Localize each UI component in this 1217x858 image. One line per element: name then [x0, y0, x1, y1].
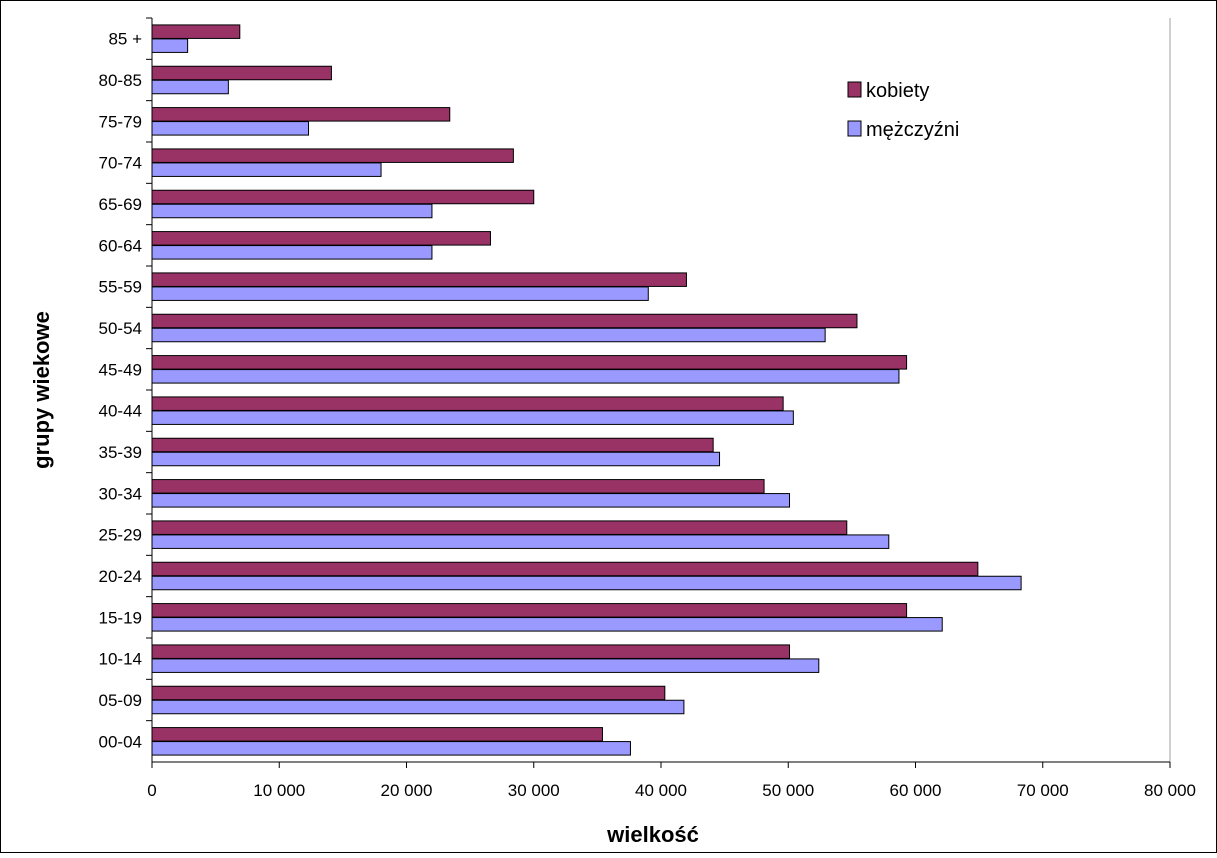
bar-kobiety-1014 [151, 644, 791, 659]
bar-kobiety-85 [151, 24, 241, 39]
bar-kobiety-6064 [151, 231, 491, 246]
y-tick-label: 85 + [108, 30, 142, 49]
y-tick-label: 35-39 [99, 443, 142, 462]
bar-kobiety-1519 [151, 603, 908, 618]
bar-mezczyzni-7579 [151, 121, 310, 136]
legend-label-kobiety: kobiety [866, 80, 929, 102]
bar-mezczyzni-0004 [151, 741, 631, 756]
x-axis-title: wielkość [606, 822, 699, 847]
y-tick-label: 45-49 [99, 360, 142, 379]
bar-mezczyzni-1519 [151, 617, 943, 632]
bar-mezczyzni-4044 [151, 410, 794, 425]
legend-swatch-mezczyzni [847, 120, 862, 137]
bar-kobiety-3034 [151, 479, 765, 494]
y-tick-label: 10-14 [99, 650, 142, 669]
bar-mezczyzni-5559 [151, 286, 649, 301]
bar-mezczyzni-6569 [151, 203, 433, 219]
bar-mezczyzni-6064 [151, 245, 433, 260]
y-tick-label: 70-74 [99, 154, 142, 173]
y-tick-label: 65-69 [99, 195, 142, 214]
bar-kobiety-7579 [151, 107, 451, 122]
bar-kobiety-7074 [151, 148, 514, 163]
y-tick-label: 30-34 [99, 484, 142, 503]
y-tick-label: 75-79 [99, 112, 142, 131]
y-tick-label: 00-04 [99, 732, 142, 751]
bar-kobiety-6569 [151, 189, 535, 205]
axes-group [146, 17, 1171, 768]
y-tick-label: 50-54 [99, 319, 142, 338]
bar-kobiety-5054 [151, 313, 858, 329]
x-tick-label: 70 000 [1017, 781, 1069, 800]
x-tick-label: 50 000 [762, 781, 814, 800]
bar-kobiety-0509 [151, 685, 666, 701]
y-tick-label: 80-85 [99, 71, 142, 90]
y-tick-label: 25-29 [99, 526, 142, 545]
bar-kobiety-2529 [151, 520, 848, 535]
bar-kobiety-4549 [151, 355, 908, 370]
x-tick-label: 80 000 [1144, 781, 1196, 800]
bar-mezczyzni-5054 [151, 327, 826, 343]
legend-swatch-kobiety [847, 81, 862, 98]
bar-mezczyzni-1014 [151, 658, 820, 673]
y-tick-label: 55-59 [99, 278, 142, 297]
x-tick-label: 0 [147, 781, 156, 800]
bar-mezczyzni-7074 [151, 162, 382, 177]
bar-kobiety-3539 [151, 437, 714, 453]
x-tick-label: 10 000 [253, 781, 305, 800]
bar-mezczyzni-85 [151, 38, 189, 53]
x-tick-label: 40 000 [635, 781, 687, 800]
y-tick-label: 20-24 [99, 567, 142, 586]
bar-mezczyzni-0509 [151, 699, 685, 715]
bar-kobiety-4044 [151, 396, 784, 411]
y-tick-label: 05-09 [99, 691, 142, 710]
bar-mezczyzni-3539 [151, 451, 721, 467]
bar-mezczyzni-2024 [151, 575, 1022, 591]
bars-group [151, 24, 1022, 756]
bar-kobiety-8085 [151, 65, 332, 81]
bar-mezczyzni-4549 [151, 369, 900, 384]
plot-area [152, 18, 1170, 762]
x-tick-label: 20 000 [381, 781, 433, 800]
y-tick-label: 40-44 [99, 402, 142, 421]
x-tick-label: 60 000 [890, 781, 942, 800]
y-axis-title: grupy wiekowe [29, 311, 54, 469]
bar-kobiety-5559 [151, 272, 687, 287]
y-tick-label: 60-64 [99, 236, 142, 255]
bar-mezczyzni-2529 [151, 534, 890, 549]
bar-mezczyzni-3034 [151, 493, 791, 508]
y-tick-label: 15-19 [99, 608, 142, 627]
bar-kobiety-2024 [151, 561, 979, 577]
bar-mezczyzni-8085 [151, 79, 229, 95]
legend: kobiety mężczyźni [847, 80, 959, 141]
x-tick-label: 30 000 [508, 781, 560, 800]
bar-kobiety-0004 [151, 727, 603, 742]
legend-label-mezczyzni: mężczyźni [866, 119, 959, 141]
labels-group: 00-04 05-09 10-14 15-19 20-24 25-29 30-34 35-39… [99, 30, 1196, 800]
